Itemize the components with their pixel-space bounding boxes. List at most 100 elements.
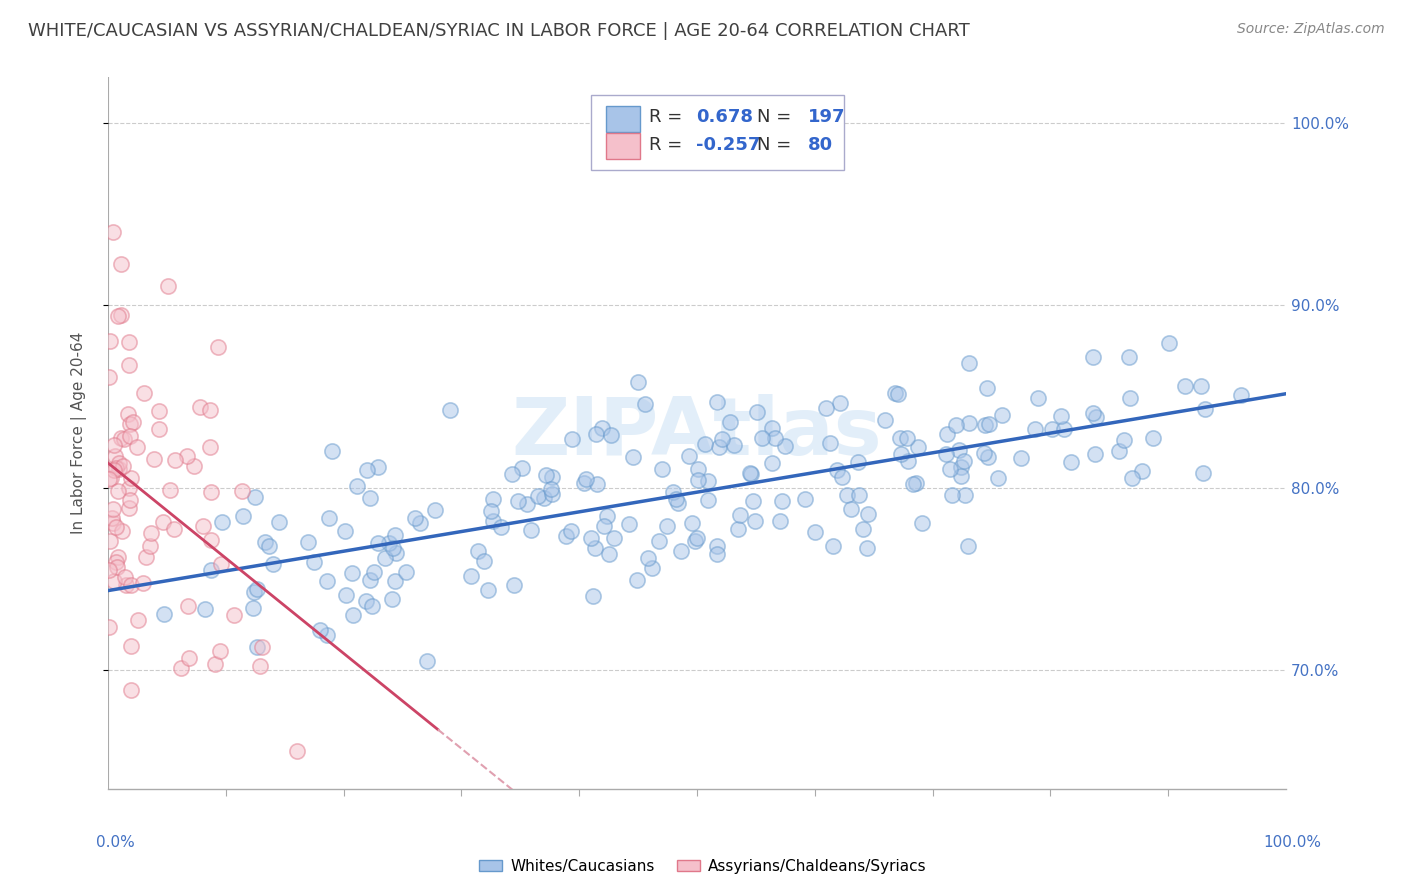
Point (959, 356, 981, 370)
Point (207, 340, 229, 354)
Legend: Whites/Caucasians, Assyrians/Chaldeans/Syriacs: Whites/Caucasians, Assyrians/Chaldeans/S… (474, 853, 932, 880)
Point (97, 370, 120, 384)
Point (482, 491, 505, 506)
Point (603, 531, 626, 545)
Point (671, 544, 693, 558)
Point (681, 516, 703, 530)
Point (825, 463, 848, 477)
Point (617, 517, 640, 532)
Point (104, 555, 127, 569)
Point (591, 421, 613, 435)
Point (846, 455, 869, 469)
Point (114, 570, 136, 584)
Point (246, 582, 269, 596)
FancyBboxPatch shape (606, 106, 641, 132)
Point (560, 524, 582, 538)
Point (897, 454, 920, 468)
Point (1049, 409, 1071, 423)
Point (987, 471, 1010, 485)
Point (176, 450, 198, 464)
Point (297, 535, 319, 549)
Point (662, 484, 685, 499)
Point (1060, 455, 1083, 469)
Point (110, 257, 132, 271)
Point (105, 560, 128, 574)
Point (979, 417, 1001, 432)
Point (269, 516, 291, 530)
Point (346, 479, 368, 493)
Point (949, 459, 972, 474)
Point (815, 401, 838, 415)
Point (678, 449, 700, 463)
Point (744, 515, 766, 529)
Point (718, 415, 741, 429)
Point (374, 551, 396, 566)
Point (460, 569, 482, 583)
Point (309, 624, 332, 638)
Point (508, 493, 530, 508)
Point (502, 577, 524, 591)
Point (512, 461, 534, 475)
Point (1026, 391, 1049, 405)
Point (100, 470, 122, 484)
Point (335, 524, 357, 538)
Point (335, 588, 357, 602)
Point (384, 528, 406, 542)
Point (467, 544, 489, 558)
Point (540, 482, 562, 496)
Point (117, 408, 139, 422)
Point (745, 405, 768, 419)
Point (110, 431, 132, 445)
Point (561, 432, 583, 446)
Point (367, 459, 389, 474)
Point (177, 599, 200, 614)
Point (666, 496, 689, 510)
Point (156, 279, 179, 293)
Point (120, 471, 142, 485)
Point (118, 429, 141, 443)
Point (695, 437, 717, 451)
Point (1108, 443, 1130, 458)
Point (534, 468, 557, 483)
Point (381, 541, 404, 555)
Point (526, 489, 548, 503)
Point (315, 574, 337, 589)
Point (253, 534, 276, 549)
Point (1112, 434, 1135, 448)
Point (592, 518, 614, 533)
Point (159, 483, 181, 498)
Point (163, 452, 186, 467)
Point (118, 500, 141, 515)
Point (823, 540, 845, 554)
Point (98, 534, 121, 549)
Point (1081, 350, 1104, 364)
Point (107, 549, 129, 564)
Point (200, 563, 222, 577)
Point (685, 534, 707, 549)
Point (152, 515, 174, 529)
Point (896, 431, 918, 445)
Point (976, 450, 998, 464)
Point (194, 602, 217, 616)
Point (243, 490, 266, 504)
Point (104, 450, 127, 464)
Point (541, 487, 564, 501)
Point (976, 381, 998, 395)
Point (621, 450, 644, 465)
Point (697, 474, 720, 488)
Point (751, 431, 773, 445)
Point (533, 491, 555, 505)
Point (835, 488, 858, 502)
Point (697, 492, 720, 507)
Point (820, 436, 842, 450)
Point (991, 409, 1014, 423)
Text: N =: N = (756, 136, 792, 154)
Point (1010, 450, 1032, 465)
Point (706, 395, 728, 409)
Text: -0.257: -0.257 (696, 136, 761, 154)
Point (627, 376, 650, 390)
Point (941, 487, 963, 501)
Point (139, 539, 162, 553)
Point (626, 573, 648, 587)
Point (107, 462, 129, 476)
